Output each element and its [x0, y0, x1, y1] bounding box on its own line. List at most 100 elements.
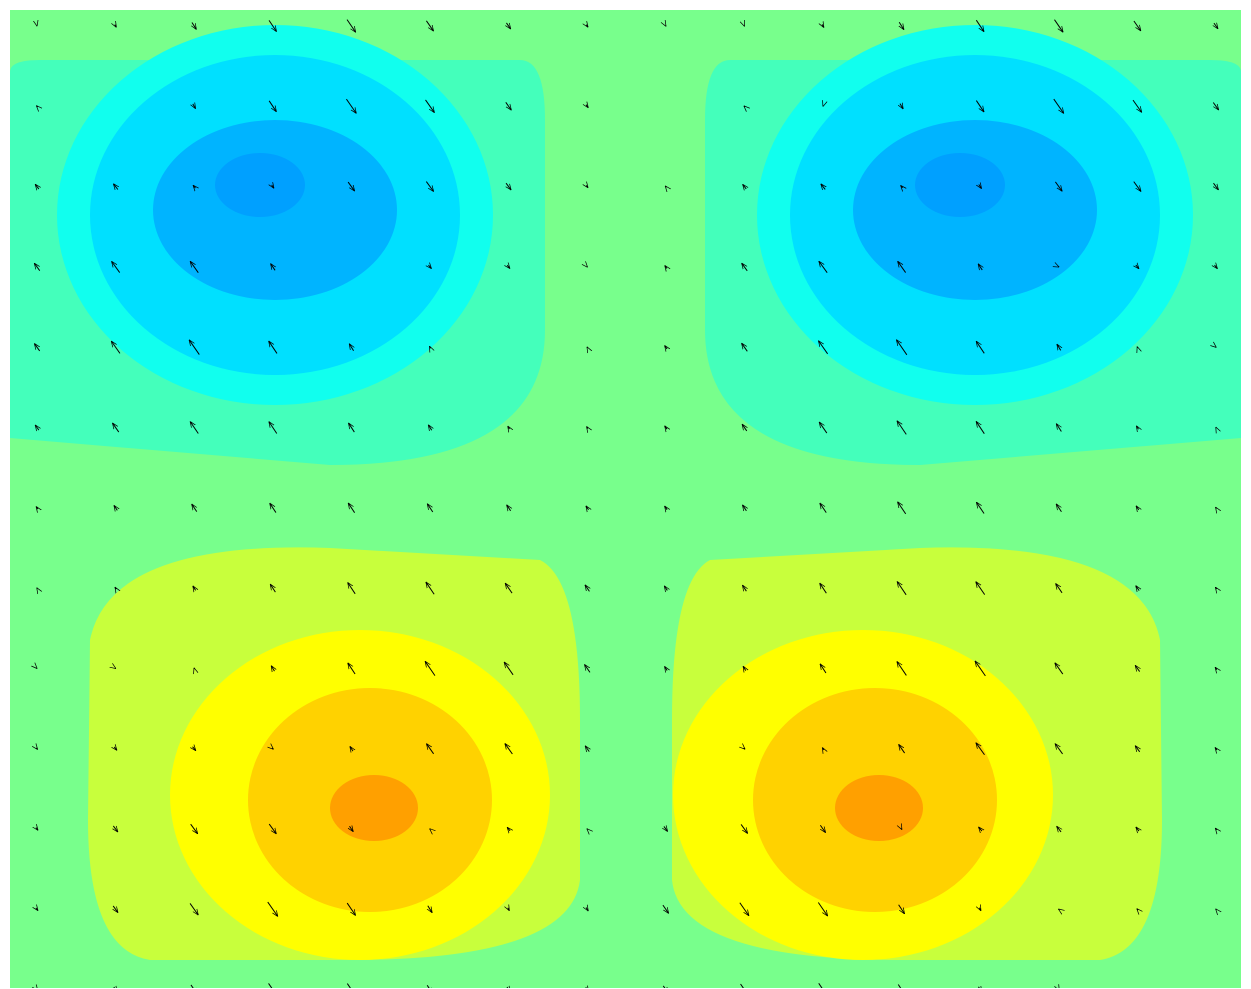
arrow [193, 747, 196, 751]
arrow [587, 266, 588, 267]
arrow [1214, 23, 1218, 29]
arrow [347, 181, 355, 191]
arrow [978, 264, 982, 271]
arrow [190, 421, 199, 434]
arrow [978, 987, 981, 988]
arrow [822, 747, 823, 750]
arrow [586, 185, 588, 187]
arrow [665, 345, 667, 349]
arrow [665, 426, 667, 429]
arrow [1216, 507, 1217, 509]
arrow [270, 503, 277, 513]
arrow [586, 506, 589, 510]
arrow [272, 748, 273, 749]
arrow [507, 827, 510, 831]
arrow [425, 661, 436, 676]
arrow [817, 902, 827, 916]
arrow [267, 901, 278, 916]
arrow [1215, 747, 1217, 750]
arrow [346, 19, 356, 33]
arrow [1135, 746, 1140, 753]
arrow [975, 661, 986, 677]
arrow [742, 424, 747, 432]
arrow [507, 505, 511, 511]
arrow [587, 829, 588, 830]
arrow [350, 746, 353, 751]
arrow [740, 824, 748, 833]
arrow [664, 826, 668, 831]
arrow [346, 902, 355, 915]
arrow [428, 425, 431, 430]
arrow [586, 25, 588, 28]
contour-fills [10, 10, 1241, 988]
quiver [34, 19, 1218, 988]
arrow [269, 422, 278, 434]
arrow [507, 987, 510, 988]
arrow [1133, 181, 1141, 192]
arrow [662, 904, 669, 913]
arrow [1215, 667, 1217, 670]
arrow [587, 426, 588, 428]
arrow [505, 743, 513, 755]
arrow [819, 261, 828, 273]
arrow [272, 185, 274, 189]
arrow [37, 588, 38, 589]
arrow [898, 904, 905, 914]
arrow [428, 265, 431, 269]
arrow [508, 908, 510, 911]
arrow [585, 585, 589, 592]
arrow [426, 744, 435, 755]
arrow [268, 100, 276, 112]
arrow [348, 582, 356, 595]
arrow [665, 186, 666, 188]
arrow [740, 983, 744, 988]
arrow [349, 344, 353, 352]
contour-level [835, 775, 923, 841]
arrow [1216, 909, 1217, 910]
arrow [508, 426, 510, 429]
arrow [193, 586, 196, 591]
arrow [665, 666, 668, 670]
arrow [1136, 827, 1139, 831]
arrow [34, 263, 41, 271]
arrow [741, 343, 748, 352]
arrow [426, 985, 433, 988]
arrow [976, 502, 985, 514]
arrow [899, 21, 904, 29]
arrow [1054, 19, 1063, 33]
arrow [821, 184, 825, 190]
arrow [506, 22, 510, 29]
arrow [428, 905, 432, 913]
arrow [271, 666, 274, 672]
arrow [896, 340, 908, 356]
arrow [426, 582, 435, 595]
arrow [978, 827, 981, 831]
arrow [1055, 663, 1064, 675]
arrow [742, 585, 746, 592]
arrow [1054, 181, 1062, 191]
arrow [820, 664, 827, 674]
arrow [1213, 182, 1218, 190]
arrow [979, 908, 981, 911]
arrow [822, 24, 824, 27]
arrow [193, 185, 195, 188]
arrow [1212, 102, 1218, 111]
arrow [975, 100, 984, 112]
arrow [1136, 586, 1139, 591]
arrow [743, 184, 747, 189]
arrow [664, 586, 667, 591]
arrow [898, 261, 907, 273]
arrow [744, 106, 745, 107]
arrow [586, 105, 588, 108]
arrow [270, 584, 276, 593]
arrow [1215, 265, 1218, 269]
arrow [36, 828, 38, 831]
contour-level [915, 153, 1005, 217]
arrow [820, 503, 827, 513]
arrow [744, 748, 745, 749]
arrow [346, 98, 356, 113]
arrow [1216, 347, 1217, 348]
arrow [975, 19, 984, 32]
arrow [818, 341, 829, 355]
arrow [976, 582, 986, 595]
